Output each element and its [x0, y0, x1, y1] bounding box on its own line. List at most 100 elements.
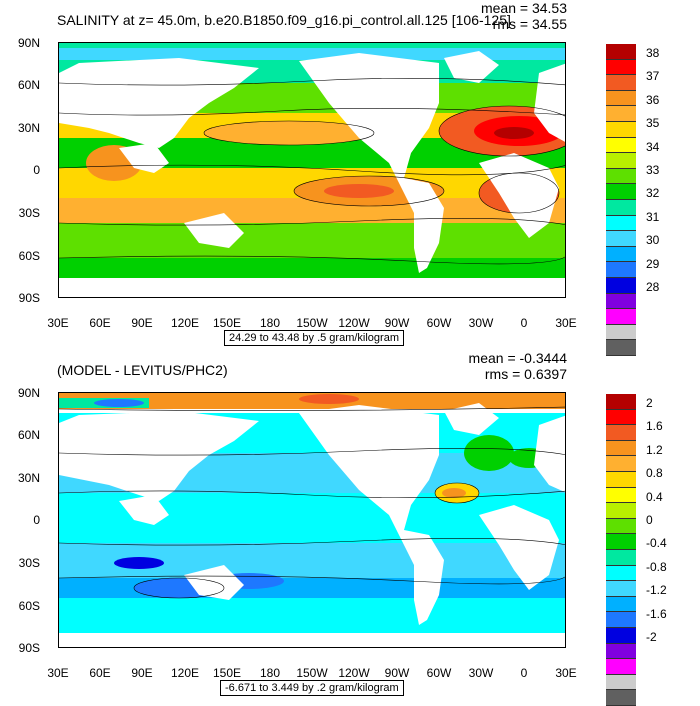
colorbar-swatch	[606, 231, 636, 247]
colorbar-swatch	[606, 75, 636, 91]
colorbar-swatch	[606, 153, 636, 169]
lat-label: 90S	[18, 291, 40, 305]
lon-label: 30E	[555, 666, 577, 680]
colorbar-label: 29	[646, 257, 660, 271]
colorbar-swatch	[606, 121, 636, 138]
colorbar-label: -1.6	[646, 607, 667, 621]
colorbar-swatch	[606, 425, 636, 441]
lon-label: 120W	[338, 666, 370, 680]
lat-label: 0	[33, 163, 40, 177]
panel-title: SALINITY at z= 45.0m, b.e20.B1850.f09_g1…	[57, 12, 511, 28]
colorbar-swatch	[606, 627, 636, 644]
colorbar-swatch	[606, 324, 636, 341]
colorbar-swatch	[606, 612, 636, 628]
colorbar-swatch	[606, 565, 636, 582]
lon-label: 0	[520, 666, 528, 680]
lon-label: 150W	[296, 666, 328, 680]
lon-label: 60W	[426, 666, 452, 680]
lat-label: 60S	[18, 249, 40, 263]
colorbar-label: 35	[646, 116, 660, 130]
lat-label: 30N	[17, 471, 40, 485]
colorbar-swatch	[606, 643, 636, 660]
rms-value: rms = 0.6397	[484, 366, 567, 382]
colorbar-swatch	[606, 246, 636, 263]
colorbar-swatch	[606, 409, 636, 426]
colorbar-swatch	[606, 674, 636, 691]
colorbar-swatch	[606, 440, 636, 457]
colorbar-label: 31	[646, 210, 660, 224]
lon-label: 150W	[296, 316, 328, 330]
lon-label: 60E	[89, 316, 111, 330]
colorbar-label: 32	[646, 186, 660, 200]
lon-label: 60W	[426, 316, 452, 330]
colorbar-label: 38	[646, 46, 660, 60]
colorbar-swatch	[606, 168, 636, 185]
colorbar-swatch	[606, 44, 636, 60]
colorbar-label: -0.8	[646, 560, 667, 574]
lon-label: 150E	[212, 316, 242, 330]
colorbar-label: 0.4	[646, 490, 663, 504]
colorbar-swatch	[606, 503, 636, 519]
colorbar-label: 28	[646, 280, 660, 294]
colorbar	[606, 44, 636, 356]
colorbar-swatch	[606, 184, 636, 200]
lon-label: 30W	[468, 316, 494, 330]
lon-label: 90E	[131, 316, 153, 330]
lon-label: 90E	[131, 666, 153, 680]
colorbar-swatch	[606, 215, 636, 232]
salinity-panel: SALINITY at z= 45.0m, b.e20.B1850.f09_g1…	[0, 0, 700, 356]
lon-label: 30E	[47, 666, 69, 680]
difference-panel: (MODEL - LEVITUS/PHC2) mean = -0.3444 rm…	[0, 350, 700, 706]
mean-value: mean = -0.3444	[468, 350, 567, 366]
colorbar-swatch	[606, 690, 636, 706]
difference-map	[58, 392, 566, 648]
rms-value: rms = 34.55	[492, 16, 567, 32]
lat-label: 60N	[17, 78, 40, 92]
lon-label: 180	[259, 316, 281, 330]
lon-label: 30W	[468, 666, 494, 680]
lon-label: 120E	[170, 316, 200, 330]
colorbar	[606, 394, 636, 706]
colorbar-label: 33	[646, 163, 660, 177]
colorbar-swatch	[606, 137, 636, 154]
colorbar-swatch	[606, 90, 636, 107]
colorbar-swatch	[606, 581, 636, 597]
lon-label: 180	[259, 666, 281, 680]
colorbar-swatch	[606, 549, 636, 566]
lon-label: 120E	[170, 666, 200, 680]
colorbar-swatch	[606, 518, 636, 535]
lat-label: 30S	[18, 206, 40, 220]
lon-label: 60E	[89, 666, 111, 680]
salinity-map	[58, 42, 566, 298]
lon-label: 90W	[384, 666, 410, 680]
colorbar-label: -0.4	[646, 536, 667, 550]
colorbar-swatch	[606, 487, 636, 504]
lat-label: 0	[33, 513, 40, 527]
lat-label: 30N	[17, 121, 40, 135]
colorbar-label: -1.2	[646, 583, 667, 597]
contour-info-box: 24.29 to 43.48 by .5 gram/kilogram	[224, 330, 404, 346]
colorbar-label: 30	[646, 233, 660, 247]
contour-info-box: -6.671 to 3.449 by .2 gram/kilogram	[220, 680, 404, 696]
colorbar-label: 34	[646, 140, 660, 154]
colorbar-swatch	[606, 293, 636, 310]
mean-value: mean = 34.53	[480, 0, 567, 16]
colorbar-swatch	[606, 277, 636, 294]
lon-label: 30E	[555, 316, 577, 330]
colorbar-swatch	[606, 534, 636, 550]
panel-title: (MODEL - LEVITUS/PHC2)	[57, 362, 228, 378]
lon-label: 30E	[47, 316, 69, 330]
lat-label: 60N	[17, 428, 40, 442]
colorbar-label: 0.8	[646, 466, 663, 480]
colorbar-swatch	[606, 456, 636, 472]
lat-label: 30S	[18, 556, 40, 570]
lon-label: 120W	[338, 316, 370, 330]
colorbar-swatch	[606, 262, 636, 278]
lat-label: 60S	[18, 599, 40, 613]
colorbar-swatch	[606, 309, 636, 325]
colorbar-label: 0	[646, 513, 653, 527]
lon-label: 150E	[212, 666, 242, 680]
colorbar-swatch	[606, 340, 636, 356]
colorbar-label: 37	[646, 69, 660, 83]
colorbar-label: 36	[646, 93, 660, 107]
